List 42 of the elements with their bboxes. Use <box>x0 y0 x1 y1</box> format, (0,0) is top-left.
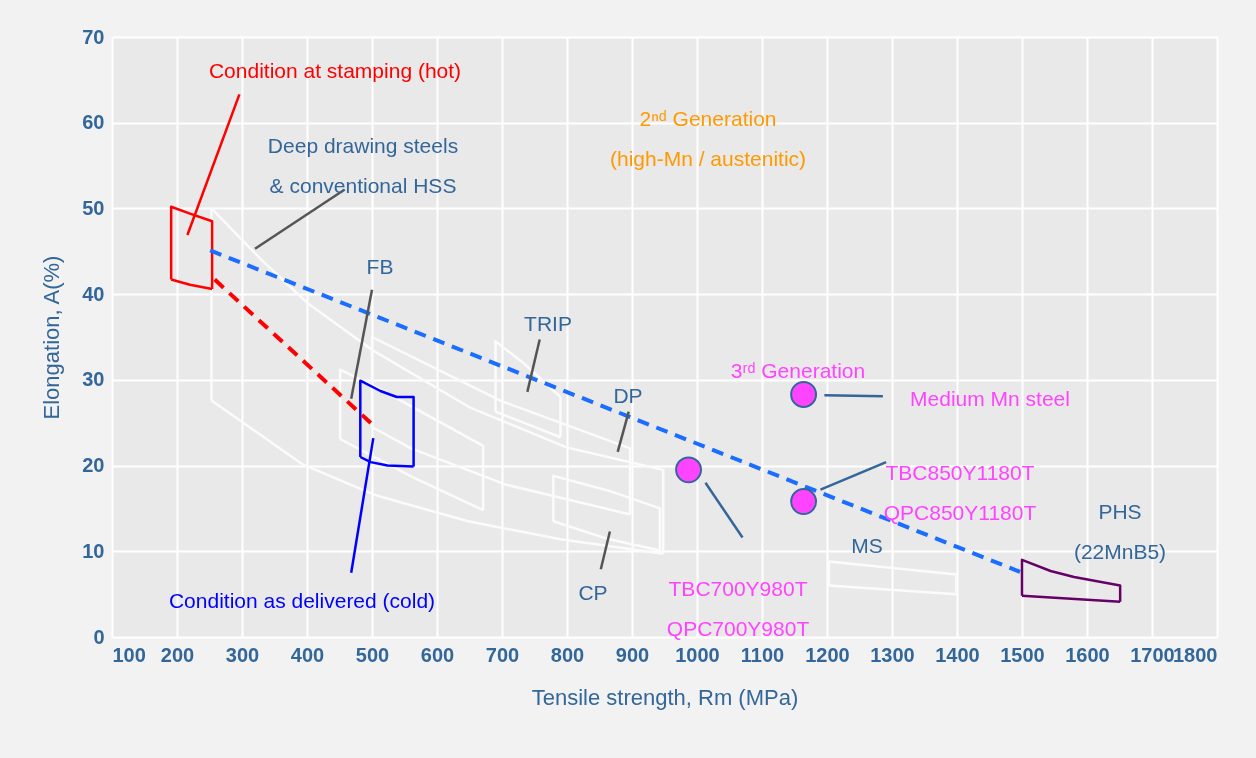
x-tick-label: 1000 <box>675 643 720 666</box>
annotation: 2ⁿᵈ Generation (high-Mn / austenitic) <box>609 107 807 170</box>
x-tick-label: 1200 <box>805 643 850 666</box>
y-tick-label: 30 <box>82 368 105 391</box>
annotation: Medium Mn steel <box>910 387 1070 410</box>
x-tick-label: 1500 <box>1000 643 1045 666</box>
x-tick-label: 200 <box>160 643 195 666</box>
x-tick-label: 1800 <box>1173 643 1218 666</box>
annotation: TRIP <box>524 312 572 335</box>
x-tick-label: 600 <box>420 643 455 666</box>
y-tick-label: 50 <box>82 196 105 219</box>
y-tick-label: 40 <box>82 282 105 305</box>
x-tick-label: 1300 <box>870 643 915 666</box>
y-tick-label: 70 <box>82 25 105 48</box>
x-tick-label: 1600 <box>1065 643 1110 666</box>
x-tick-label: 900 <box>615 643 650 666</box>
annotation: DP <box>613 384 643 407</box>
annotation: Deep drawing steels & conventional HSS <box>267 134 459 197</box>
x-tick-label: 1100 <box>740 643 785 666</box>
x-tick-label: 500 <box>355 643 390 666</box>
x-tick-label: 100 <box>112 643 146 666</box>
annotation: MS <box>851 534 883 557</box>
y-tick-label: 10 <box>82 539 105 562</box>
y-tick-label: 0 <box>93 625 105 648</box>
annotation: Condition as delivered (cold) <box>168 589 436 612</box>
y-axis-title: Elongation, A(%) <box>39 255 65 420</box>
annotation: Condition at stamping (hot) <box>208 59 462 82</box>
annotation: PHS (22MnB5) <box>1073 500 1167 563</box>
x-tick-label: 700 <box>485 643 520 666</box>
x-tick-label: 400 <box>290 643 325 666</box>
x-tick-label: 1400 <box>935 643 980 666</box>
annotation: TBC850Y1180T QPC850Y1180T <box>883 461 1037 524</box>
x-tick-label: 1700 <box>1130 643 1175 666</box>
y-tick-label: 60 <box>82 111 105 134</box>
annotation: FB <box>366 255 394 278</box>
y-tick-label: 20 <box>82 454 105 477</box>
x-tick-label: 300 <box>225 643 260 666</box>
annotation: 3ʳᵈ Generation <box>730 359 866 382</box>
x-axis-title: Tensile strength, Rm (MPa) <box>531 684 799 710</box>
x-tick-label: 800 <box>550 643 585 666</box>
annotation: CP <box>578 581 608 604</box>
annotation: TBC700Y980T QPC700Y980T <box>666 577 810 640</box>
